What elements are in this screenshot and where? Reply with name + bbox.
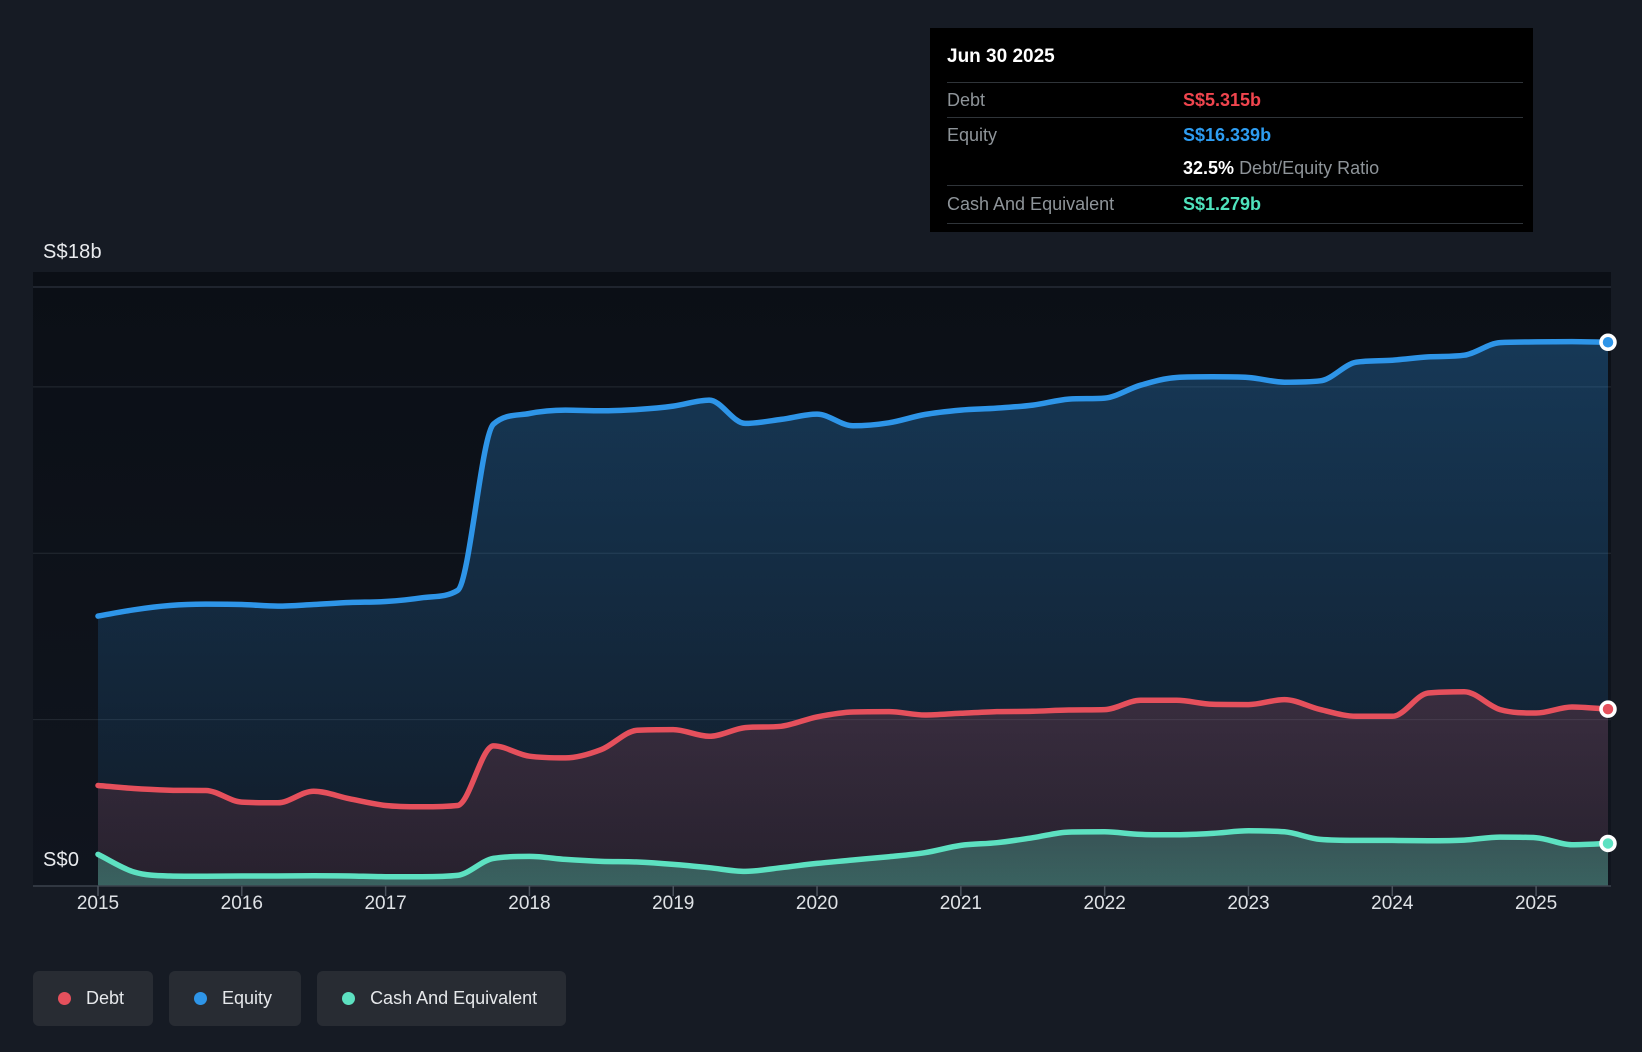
tooltip-cash-value: S$1.279b: [1183, 194, 1262, 214]
tooltip-debt-label: Debt: [947, 89, 986, 110]
tooltip-divider: [947, 82, 1523, 83]
debt-swatch-icon: [58, 992, 71, 1005]
tooltip-divider: [947, 223, 1523, 224]
chart-tooltip: Jun 30 2025 Debt S$5.315b Equity S$16.33…: [930, 28, 1533, 232]
tooltip-cash-row: Cash And Equivalent S$1.279b: [930, 186, 1533, 223]
tooltip-debt-row: Debt S$5.315b: [930, 83, 1533, 117]
debt-end-dot: [1599, 700, 1617, 718]
cash-line: [95, 828, 1611, 880]
legend-item-equity[interactable]: Equity: [169, 971, 302, 1026]
x-axis-year-label: 2019: [652, 893, 695, 914]
legend-equity-label: Equity: [222, 988, 273, 1008]
x-axis-year-label: 2022: [1083, 893, 1126, 914]
equity-end-dot: [1599, 333, 1617, 352]
x-axis-year-label: 2016: [220, 893, 263, 914]
legend-item-cash[interactable]: Cash And Equivalent: [317, 971, 567, 1026]
legend: Debt Equity Cash And Equivalent: [33, 971, 567, 1026]
x-axis-year-label: 2021: [939, 893, 982, 914]
cash-swatch-icon: [342, 992, 356, 1005]
x-axis-year-label: 2020: [795, 893, 839, 914]
tooltip-ratio-label: Debt/Equity Ratio: [1239, 158, 1380, 178]
x-axis-year-label: 2017: [364, 893, 407, 914]
y-axis-zero-label: S$0: [43, 849, 80, 871]
debt-line: [95, 688, 1611, 810]
tooltip-equity-value: S$16.339b: [1183, 124, 1272, 145]
tooltip-equity-label: Equity: [947, 124, 998, 145]
cash-area: [98, 830, 1608, 886]
tooltip-date: Jun 30 2025: [947, 46, 1055, 67]
tooltip-equity-row: Equity S$16.339b: [930, 118, 1533, 152]
tooltip-divider: [947, 117, 1523, 118]
equity-swatch-icon: [194, 992, 208, 1005]
x-axis-year-label: 2015: [76, 893, 120, 914]
cash-end-dot: [1599, 834, 1617, 853]
legend-item-debt[interactable]: Debt: [33, 971, 154, 1026]
equity-line: [95, 338, 1611, 619]
tooltip-debt-value: S$5.315b: [1183, 89, 1262, 110]
y-axis-max-label: S$18b: [43, 241, 102, 263]
legend-cash-label: Cash And Equivalent: [370, 988, 538, 1008]
x-axis-year-label: 2018: [508, 893, 551, 914]
tooltip-ratio: 32.5% Debt/Equity Ratio: [1183, 158, 1523, 179]
tooltip-ratio-value: 32.5%: [1183, 158, 1235, 178]
legend-debt-label: Debt: [86, 988, 125, 1008]
x-axis-year-label: 2024: [1371, 893, 1414, 914]
tooltip-cash-label: Cash And Equivalent: [947, 194, 1115, 214]
tooltip-divider: [947, 185, 1523, 186]
x-axis-year-label: 2025: [1514, 893, 1558, 914]
tooltip-ratio-row: 32.5% Debt/Equity Ratio: [930, 152, 1533, 185]
x-axis-year-label: 2023: [1227, 893, 1270, 914]
